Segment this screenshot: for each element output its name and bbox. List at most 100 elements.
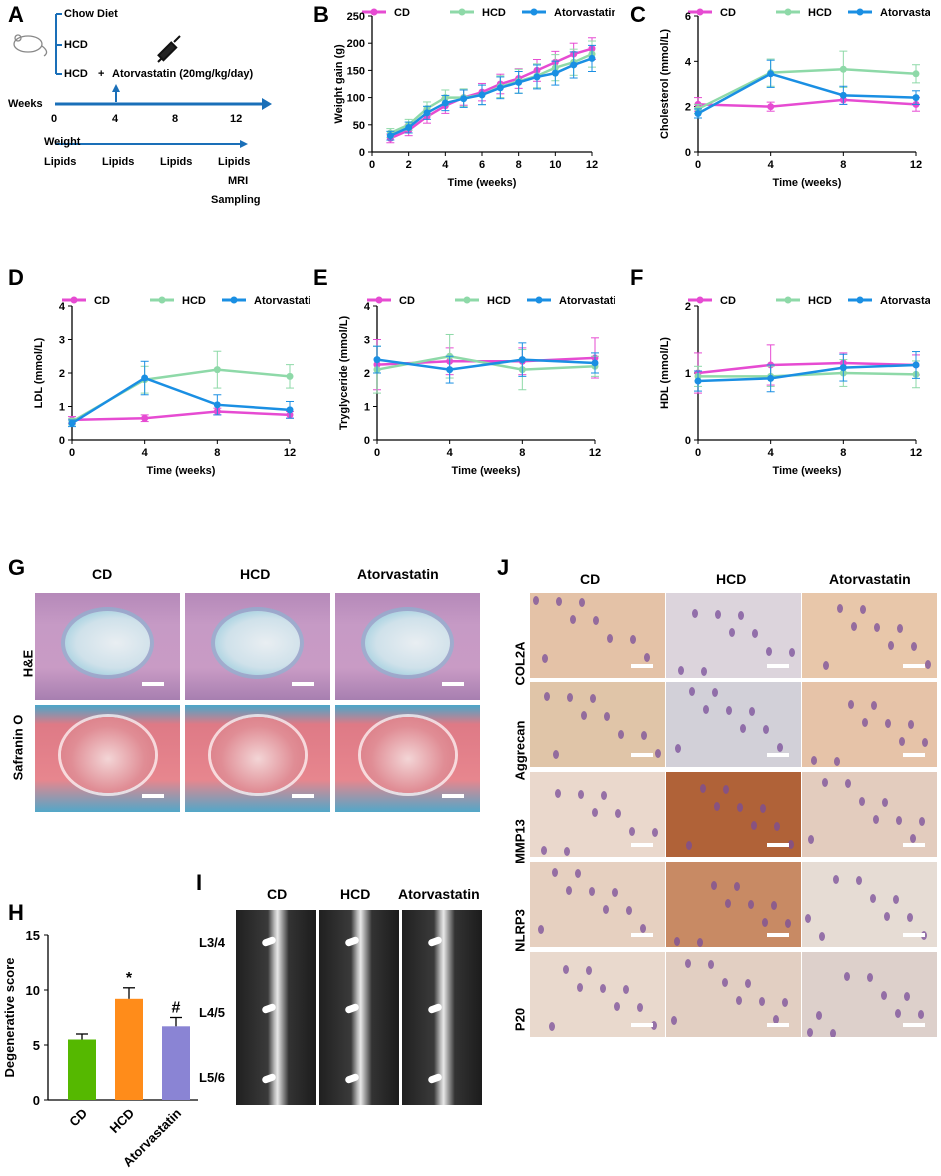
x-tick-label: 0 bbox=[374, 447, 380, 459]
disc-signal bbox=[344, 1002, 360, 1015]
group-hcd: HCD bbox=[64, 39, 88, 51]
nucleus bbox=[774, 822, 780, 831]
ihc-row-col2a: COL2A bbox=[512, 641, 528, 686]
scale-bar bbox=[767, 933, 789, 937]
ihc-stain-image bbox=[530, 862, 665, 947]
nucleus bbox=[723, 785, 729, 794]
x-tick-label: 12 bbox=[589, 447, 601, 459]
y-axis-title: Weight gain (g) bbox=[333, 44, 345, 124]
nucleus bbox=[652, 828, 658, 837]
tick-week-4: 4 bbox=[112, 113, 119, 125]
data-point-atorva bbox=[423, 109, 431, 117]
data-point-atorva bbox=[68, 419, 76, 427]
safranin-stain-image bbox=[185, 705, 330, 812]
x-tick-label: 4 bbox=[447, 447, 454, 459]
mouse-icon bbox=[13, 34, 48, 57]
x-tick-label: 0 bbox=[695, 447, 701, 459]
data-point-hcd bbox=[912, 70, 920, 78]
nucleus bbox=[748, 900, 754, 909]
nucleus bbox=[615, 809, 621, 818]
nucleus bbox=[586, 966, 592, 975]
legend-label-atorva: Atorvastatin bbox=[880, 7, 930, 19]
series-line-cd bbox=[389, 47, 593, 140]
panel-label-b: B bbox=[313, 2, 329, 27]
legend-marker-atorva bbox=[230, 296, 238, 304]
nucleus bbox=[604, 712, 610, 721]
scale-bar bbox=[631, 664, 653, 668]
legend-label-cd: CD bbox=[720, 7, 736, 19]
legend-label-hcd: HCD bbox=[808, 295, 832, 307]
y-tick-label: 1 bbox=[364, 402, 370, 414]
y-tick-label: 1 bbox=[685, 368, 691, 380]
series-line-hcd bbox=[697, 68, 917, 111]
legend-label-hcd: HCD bbox=[482, 7, 506, 19]
ihc-stain-image bbox=[802, 593, 937, 678]
mri-level-l45: L4/5 bbox=[199, 1005, 226, 1020]
plus-sign: + bbox=[98, 68, 105, 80]
nucleus bbox=[737, 803, 743, 812]
nucleus bbox=[581, 711, 587, 720]
data-point-atorva bbox=[588, 54, 596, 62]
scale-bar bbox=[903, 753, 925, 757]
nucleus bbox=[729, 628, 735, 637]
bar-hcd bbox=[115, 998, 143, 1100]
legend-marker-cd bbox=[70, 296, 78, 304]
y-tick-label: 4 bbox=[364, 301, 371, 313]
series-line-cd bbox=[697, 98, 917, 108]
weight-gain-chart: CD HCD Atorvastatin 0 50 100 150 200 250 0 2 4 6 8 10 1… bbox=[333, 7, 615, 189]
panel-label-j: J bbox=[497, 555, 510, 580]
group-hcd-atorva: HCD bbox=[64, 68, 88, 80]
nucleus bbox=[904, 992, 910, 1001]
nucleus bbox=[533, 596, 539, 605]
legend-marker-atorva bbox=[535, 296, 543, 304]
nucleus bbox=[703, 705, 709, 714]
data-point-atorva bbox=[515, 78, 523, 86]
panel-label-e: E bbox=[313, 265, 328, 290]
nucleus bbox=[833, 875, 839, 884]
nucleus bbox=[618, 730, 624, 739]
ihc-stain-image bbox=[802, 862, 937, 947]
series-line-atorva bbox=[697, 363, 917, 383]
scale-bar bbox=[767, 1023, 789, 1027]
nucleus bbox=[686, 841, 692, 850]
series-line-cd bbox=[697, 361, 917, 375]
scale-bar bbox=[903, 933, 925, 937]
nucleus bbox=[629, 827, 635, 836]
nucleus bbox=[644, 653, 650, 662]
mri-col-atorva: Atorvastatin bbox=[398, 886, 480, 902]
series-line-atorva bbox=[697, 72, 917, 115]
scale-bar bbox=[631, 1023, 653, 1027]
mri-spine-image bbox=[236, 910, 316, 1105]
nucleus bbox=[830, 1029, 836, 1037]
nucleus bbox=[822, 778, 828, 787]
nucleus bbox=[766, 647, 772, 656]
y-tick-label: 0 bbox=[359, 147, 365, 159]
x-tick-label: 12 bbox=[586, 159, 598, 171]
nucleus bbox=[626, 906, 632, 915]
series-line-cd bbox=[71, 410, 291, 422]
legend-marker-hcd bbox=[784, 296, 792, 304]
histology-col-atorva: Atorvastatin bbox=[357, 566, 439, 582]
nucleus bbox=[788, 840, 794, 849]
nucleus bbox=[919, 817, 925, 826]
mri-label: MRI bbox=[228, 175, 249, 187]
triglyceride-chart: CDHCDAtorvastatin0123404812Time (weeks)T… bbox=[338, 295, 615, 477]
nucleus bbox=[888, 641, 894, 650]
nucleus bbox=[871, 701, 877, 710]
legend-label-cd: CD bbox=[94, 295, 110, 307]
y-tick-label: 2 bbox=[364, 368, 370, 380]
data-point-atorva bbox=[767, 70, 775, 78]
nucleus bbox=[575, 869, 581, 878]
y-tick-label: 4 bbox=[59, 301, 66, 313]
nucleus bbox=[538, 925, 544, 934]
nucleus bbox=[844, 972, 850, 981]
data-point-atorva bbox=[912, 361, 920, 369]
disc-signal bbox=[344, 1072, 360, 1085]
ihc-stain-image bbox=[666, 952, 801, 1037]
x-tick-label: 12 bbox=[910, 159, 922, 171]
nucleus bbox=[907, 913, 913, 922]
he-stain-image bbox=[35, 593, 180, 700]
significance-mark: * bbox=[126, 970, 133, 987]
nucleus bbox=[884, 912, 890, 921]
